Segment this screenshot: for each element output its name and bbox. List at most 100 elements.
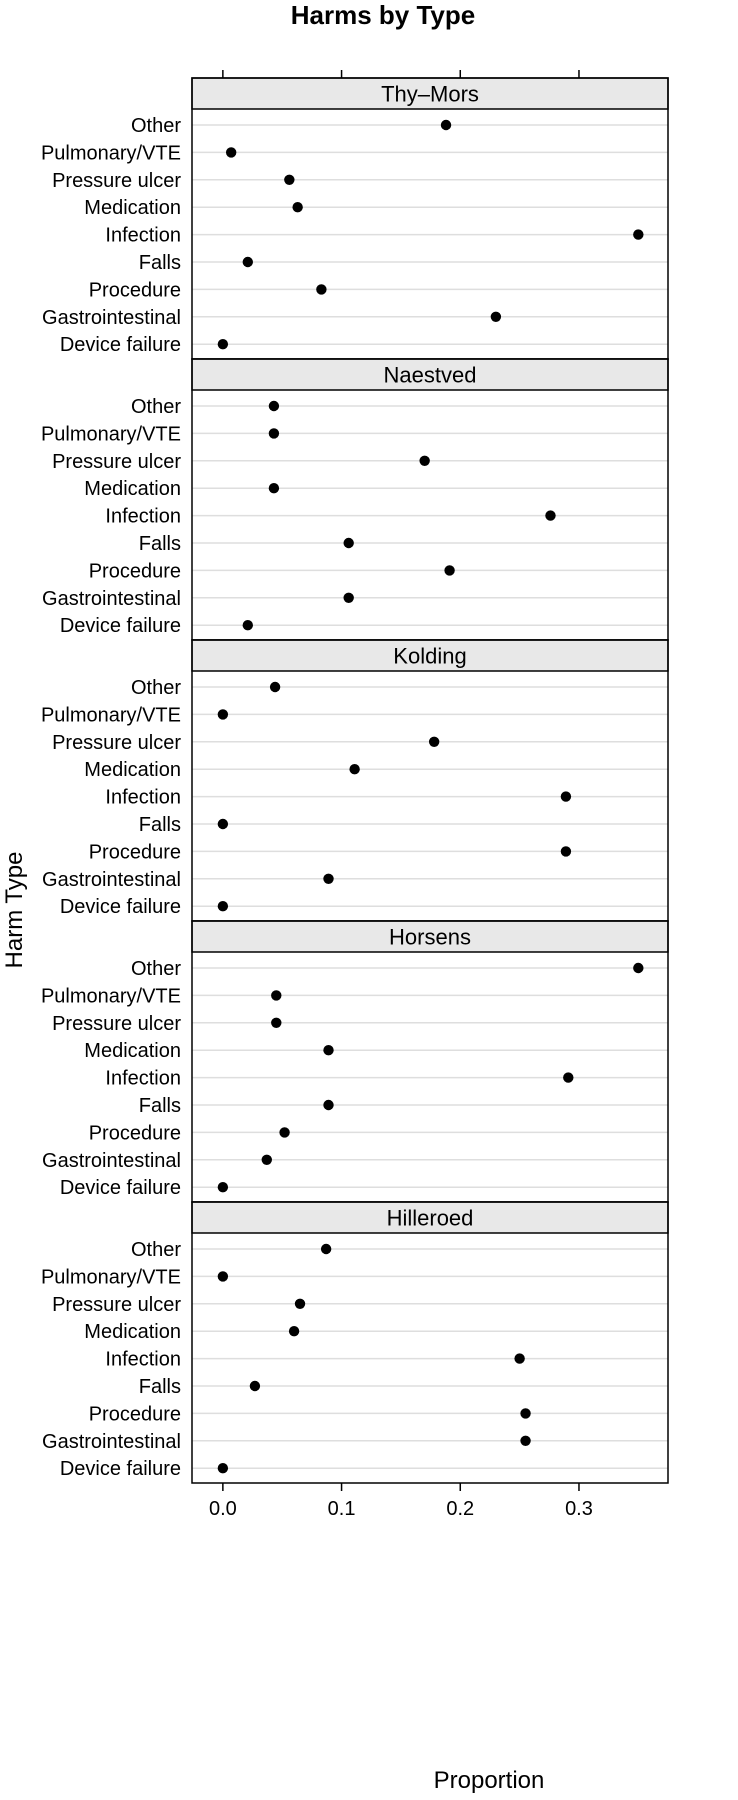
data-point	[288, 1326, 300, 1337]
category-label: Infection	[105, 506, 181, 528]
category-label: Device failure	[60, 1458, 181, 1480]
x-tick-label: 0.3	[565, 1498, 593, 1520]
data-point	[292, 202, 303, 213]
category-label: Pulmonary/VTE	[41, 704, 181, 726]
data-point	[560, 791, 572, 802]
category-label: Pressure ulcer	[52, 170, 181, 192]
category-label: Pressure ulcer	[52, 732, 181, 754]
category-label: Pressure ulcer	[52, 451, 181, 473]
category-label: Gastrointestinal	[42, 869, 181, 891]
category-label: Procedure	[89, 1122, 181, 1144]
data-point	[217, 709, 229, 720]
data-point	[545, 510, 556, 521]
y-axis-label: Harm Type	[1, 852, 28, 969]
category-label: Infection	[105, 1068, 181, 1090]
x-axis-label: Proportion	[434, 1767, 545, 1794]
category-label: Pulmonary/VTE	[41, 142, 181, 164]
category-label: Pulmonary/VTE	[41, 423, 181, 445]
data-point	[419, 455, 430, 466]
panel-strip-label: Horsens	[389, 925, 471, 950]
category-label: Gastrointestinal	[42, 307, 181, 329]
data-point	[294, 1298, 306, 1310]
data-point	[428, 736, 440, 747]
panel-strip-label: Kolding	[393, 644, 466, 669]
category-label: Medication	[84, 1321, 181, 1343]
data-point	[217, 818, 229, 830]
panel-frame	[191, 1201, 669, 1484]
data-point	[320, 1243, 332, 1255]
data-point	[217, 1182, 229, 1193]
data-point	[268, 400, 280, 412]
category-label: Device failure	[60, 334, 181, 356]
data-point	[323, 1045, 334, 1056]
category-label: Procedure	[89, 279, 181, 301]
data-point	[217, 339, 229, 350]
category-label: Procedure	[89, 560, 181, 582]
chart-title: Harms by Type	[291, 0, 475, 30]
category-label: Pressure ulcer	[52, 1013, 181, 1035]
data-point	[316, 284, 327, 295]
data-point	[261, 1154, 272, 1166]
panel-strip-label: Thy–Mors	[381, 82, 479, 107]
category-label: Falls	[139, 1376, 181, 1398]
data-point	[343, 537, 354, 549]
data-point	[563, 1072, 574, 1083]
category-label: Medication	[84, 478, 181, 500]
data-point	[268, 483, 280, 494]
category-label: Other	[131, 396, 181, 418]
data-point	[323, 873, 334, 884]
data-point	[560, 846, 572, 857]
panel-naestved: Naestved Other Pulmonary/VTE Pressure ulcer…	[41, 358, 669, 641]
data-point	[225, 147, 237, 158]
data-point	[217, 901, 229, 912]
data-point	[268, 428, 280, 439]
category-label: Gastrointestinal	[42, 588, 181, 610]
category-label: Gastrointestinal	[42, 1431, 181, 1453]
panel-horsens: Horsens Other Pulmonary/VTE Pressure ulcer M…	[41, 920, 669, 1203]
data-point	[271, 990, 282, 1001]
data-point	[349, 764, 360, 775]
category-label: Other	[131, 677, 181, 699]
data-point	[633, 229, 644, 240]
data-point	[520, 1435, 531, 1447]
x-tick-label: 0.0	[209, 1498, 237, 1520]
data-point	[217, 1463, 229, 1474]
data-point	[520, 1408, 531, 1419]
data-point	[633, 962, 644, 974]
data-point	[242, 256, 253, 268]
panel-hilleroed: Hilleroed Other Pulmonary/VTE Pressure ulce…	[41, 1201, 669, 1484]
data-point	[323, 1099, 334, 1111]
category-label: Other	[131, 958, 181, 980]
data-point	[271, 1017, 282, 1028]
data-point	[490, 311, 502, 322]
category-label: Infection	[105, 1349, 181, 1371]
category-label: Other	[131, 115, 181, 137]
category-label: Gastrointestinal	[42, 1150, 181, 1172]
category-label: Falls	[139, 252, 181, 274]
category-label: Falls	[139, 814, 181, 836]
category-label: Procedure	[89, 841, 181, 863]
category-label: Pulmonary/VTE	[41, 985, 181, 1007]
panel-strip-label: Naestved	[384, 363, 477, 388]
category-label: Infection	[105, 787, 181, 809]
category-label: Falls	[139, 1095, 181, 1117]
category-label: Other	[131, 1239, 181, 1261]
category-label: Medication	[84, 197, 181, 219]
panel-strip	[191, 639, 669, 672]
panel-kolding: Kolding Other Pulmonary/VTE Pressure ulcer M…	[41, 639, 669, 922]
plot-area: Thy–Mors Other Pulmonary/VTE Pressure ulcer…	[41, 70, 669, 1520]
category-label: Device failure	[60, 1177, 181, 1199]
data-point	[514, 1353, 525, 1364]
data-point	[269, 681, 281, 693]
panel-thy-mors: Thy–Mors Other Pulmonary/VTE Pressure ulcer…	[41, 77, 669, 360]
data-point	[444, 565, 455, 576]
category-label: Infection	[105, 225, 181, 247]
category-label: Pressure ulcer	[52, 1294, 181, 1316]
category-label: Pulmonary/VTE	[41, 1266, 181, 1288]
data-point	[217, 1271, 229, 1282]
category-label: Device failure	[60, 896, 181, 918]
data-point	[242, 620, 253, 631]
x-tick-label: 0.2	[446, 1498, 474, 1520]
